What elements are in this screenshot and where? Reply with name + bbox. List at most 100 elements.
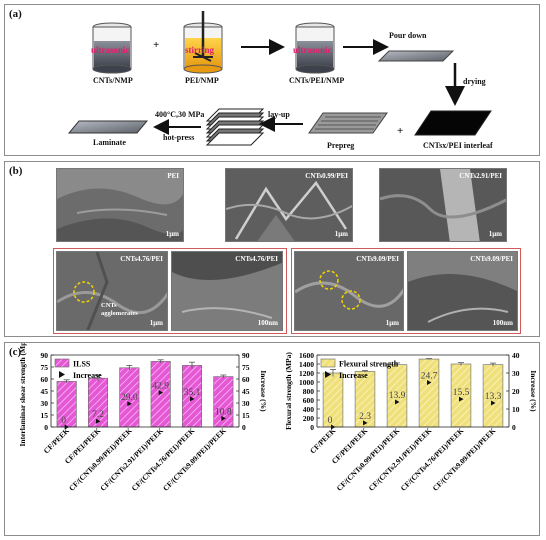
agglomerate-annotation: CNTs agglomerates	[101, 302, 138, 317]
flex-ytick-label: 1000	[299, 378, 314, 387]
beaker-pei-nmp	[183, 11, 223, 74]
beaker2-process-text: stirring	[185, 45, 214, 55]
plus-sign-2: +	[397, 125, 404, 137]
sem-label: CNTs9.09/PEI	[470, 255, 513, 263]
ilss-increase-label: 29.0	[121, 393, 138, 403]
ilss-y2tick-label: 90	[242, 351, 250, 360]
ilss-y2label: Increase (%)	[259, 370, 268, 412]
prepreg-sheet	[308, 112, 388, 134]
flex-increase-label: 13.9	[389, 391, 406, 401]
flex-increase-point	[395, 399, 400, 405]
beaker-cnts-pei-nmp	[295, 22, 335, 74]
ilss-y2tick-label: 75	[242, 363, 250, 372]
flex-y2label: Increase (%)	[529, 370, 538, 412]
panel-c-label: (c)	[9, 346, 22, 358]
flex-ytick-label: 1400	[299, 360, 314, 369]
beaker1-caption: CNTs/NMP	[93, 76, 133, 85]
ilss-bar	[150, 361, 171, 428]
stacked-plies	[205, 108, 265, 146]
ilss-increase-point	[127, 401, 132, 407]
scale-bar: 1μm	[149, 319, 163, 327]
hot-press-condition: 400°C,30 MPa	[155, 110, 205, 119]
flex-category-label: CF/(CNTs4.76/PEI)/PEEK	[399, 426, 466, 493]
flex-increase-label: 0	[328, 416, 333, 426]
flex-increase-label: 24.7	[421, 372, 438, 382]
flex-legend-swatch	[320, 358, 336, 368]
beaker2-caption: PEI/NMP	[185, 76, 219, 85]
ilss-increase-label: 0	[61, 416, 66, 426]
sem-label: CNTs4.76/PEI	[235, 255, 278, 263]
scale-bar: 100nm	[257, 319, 278, 327]
sem-texture	[380, 169, 506, 241]
agglomerate-circle	[319, 270, 339, 290]
ilss-increase-point	[190, 396, 195, 402]
sem-texture	[226, 169, 352, 241]
ilss-increase-label: 10.8	[215, 407, 232, 417]
sem-group-cnts909	[291, 248, 521, 334]
sem-image-cnts909-low: CNTs9.09/PEI 1μm	[294, 251, 404, 331]
flex-ylabel: Flexural strength (MPa)	[284, 352, 293, 430]
flex-y2tick-label: 10	[512, 405, 520, 414]
sem-image-cnts476-high: CNTs4.76/PEI 100nm	[171, 251, 283, 331]
panel-a-preparation-process: (a)	[4, 4, 540, 156]
scale-bar: 1μm	[488, 230, 502, 238]
cast-film	[377, 50, 455, 62]
sem-texture	[172, 252, 282, 330]
ilss-ytick-label: 0	[44, 423, 48, 432]
flex-ytick-label: 400	[303, 405, 315, 414]
laminate-sheet	[67, 120, 149, 134]
sem-label: CNTs2.91/PEI	[459, 172, 502, 180]
flex-ytick-label: 600	[303, 396, 315, 405]
flex-ytick-label: 800	[303, 387, 315, 396]
ilss-category-label: CF/(CNTs2.91/PEI)/PEEK	[98, 426, 165, 493]
layup-label: lay-up	[268, 110, 290, 119]
panel-c-mechanical-charts: (c) 0 7.2 29.0 42.9 35.1 10.8 0 15 30 45 60 75 90 0 15…	[4, 342, 540, 536]
scale-bar: 1μm	[334, 230, 348, 238]
prepreg-caption: Prepreg	[327, 141, 355, 150]
panel-a-label: (a)	[9, 8, 22, 20]
flex-category-label: CF/(CNTs0.99/PEI)/PEEK	[335, 426, 402, 493]
sem-image-cnts099-pei: CNTs0.99/PEI 1μm	[225, 168, 353, 242]
interleaf-caption: CNTsx/PEI interleaf	[423, 141, 493, 150]
flex-legend-increase-marker	[325, 371, 331, 378]
flex-bar	[322, 372, 344, 428]
flex-category-label: CF/(CNTs9.09/PEI)/PEEK	[431, 426, 498, 493]
sem-image-pei: PEI 1μm	[56, 168, 184, 242]
hot-press-label: hot-press	[163, 133, 195, 142]
flexural-chart: 0 2.313.924.715.5 13.302004006008001000120…	[284, 351, 538, 493]
flex-increase-point	[459, 396, 464, 402]
sem-label: CNTs9.09/PEI	[356, 255, 399, 263]
ilss-ytick-label: 45	[41, 387, 49, 396]
sem-image-cnts476-low: CNTs4.76/PEI CNTs agglomerates 1μm	[56, 251, 168, 331]
sem-label: PEI	[167, 172, 179, 180]
ilss-increase-point	[96, 418, 101, 424]
ilss-category-label: CF/(CNTs0.99/PEI)/PEEK	[67, 426, 134, 493]
ilss-ytick-label: 60	[41, 375, 49, 384]
flex-legend-increase-label: Increase	[339, 371, 368, 380]
ilss-legend-increase-label: Increase	[73, 371, 102, 380]
flex-legend-label: Flexural strength	[339, 360, 399, 369]
flex-y2tick-label: 0	[512, 423, 516, 432]
flex-ytick-label: 1200	[299, 369, 314, 378]
ilss-ytick-label: 90	[41, 351, 49, 360]
ilss-legend-increase-marker	[59, 371, 65, 378]
flex-category-label: CF/(CNTs2.91/PEI)/PEEK	[367, 426, 434, 493]
flex-bar	[418, 358, 440, 428]
ilss-bar	[56, 381, 77, 428]
sem-label: CNTs4.76/PEI	[120, 255, 163, 263]
ilss-chart: 0 7.2 29.0 42.9 35.1 10.8 0 15 30 45 60 75 90 0 15 30 45…	[18, 343, 268, 493]
flex-increase-label: 15.5	[453, 388, 470, 398]
ilss-increase-point	[221, 415, 226, 421]
flex-y2tick-label: 40	[512, 351, 520, 360]
flex-ytick-label: 200	[303, 414, 315, 423]
sem-texture	[57, 252, 167, 330]
flex-ytick-label: 1600	[299, 351, 314, 360]
pour-down-label: Pour down	[389, 31, 427, 40]
scale-bar: 100nm	[492, 319, 513, 327]
sem-label: CNTs0.99/PEI	[305, 172, 348, 180]
ilss-ytick-label: 30	[41, 399, 49, 408]
sem-texture	[408, 252, 517, 330]
ilss-y2tick-label: 30	[242, 399, 250, 408]
ilss-ylabel: Interlaminar shear strength (Mpa)	[18, 343, 27, 447]
ilss-y2tick-label: 0	[242, 423, 246, 432]
